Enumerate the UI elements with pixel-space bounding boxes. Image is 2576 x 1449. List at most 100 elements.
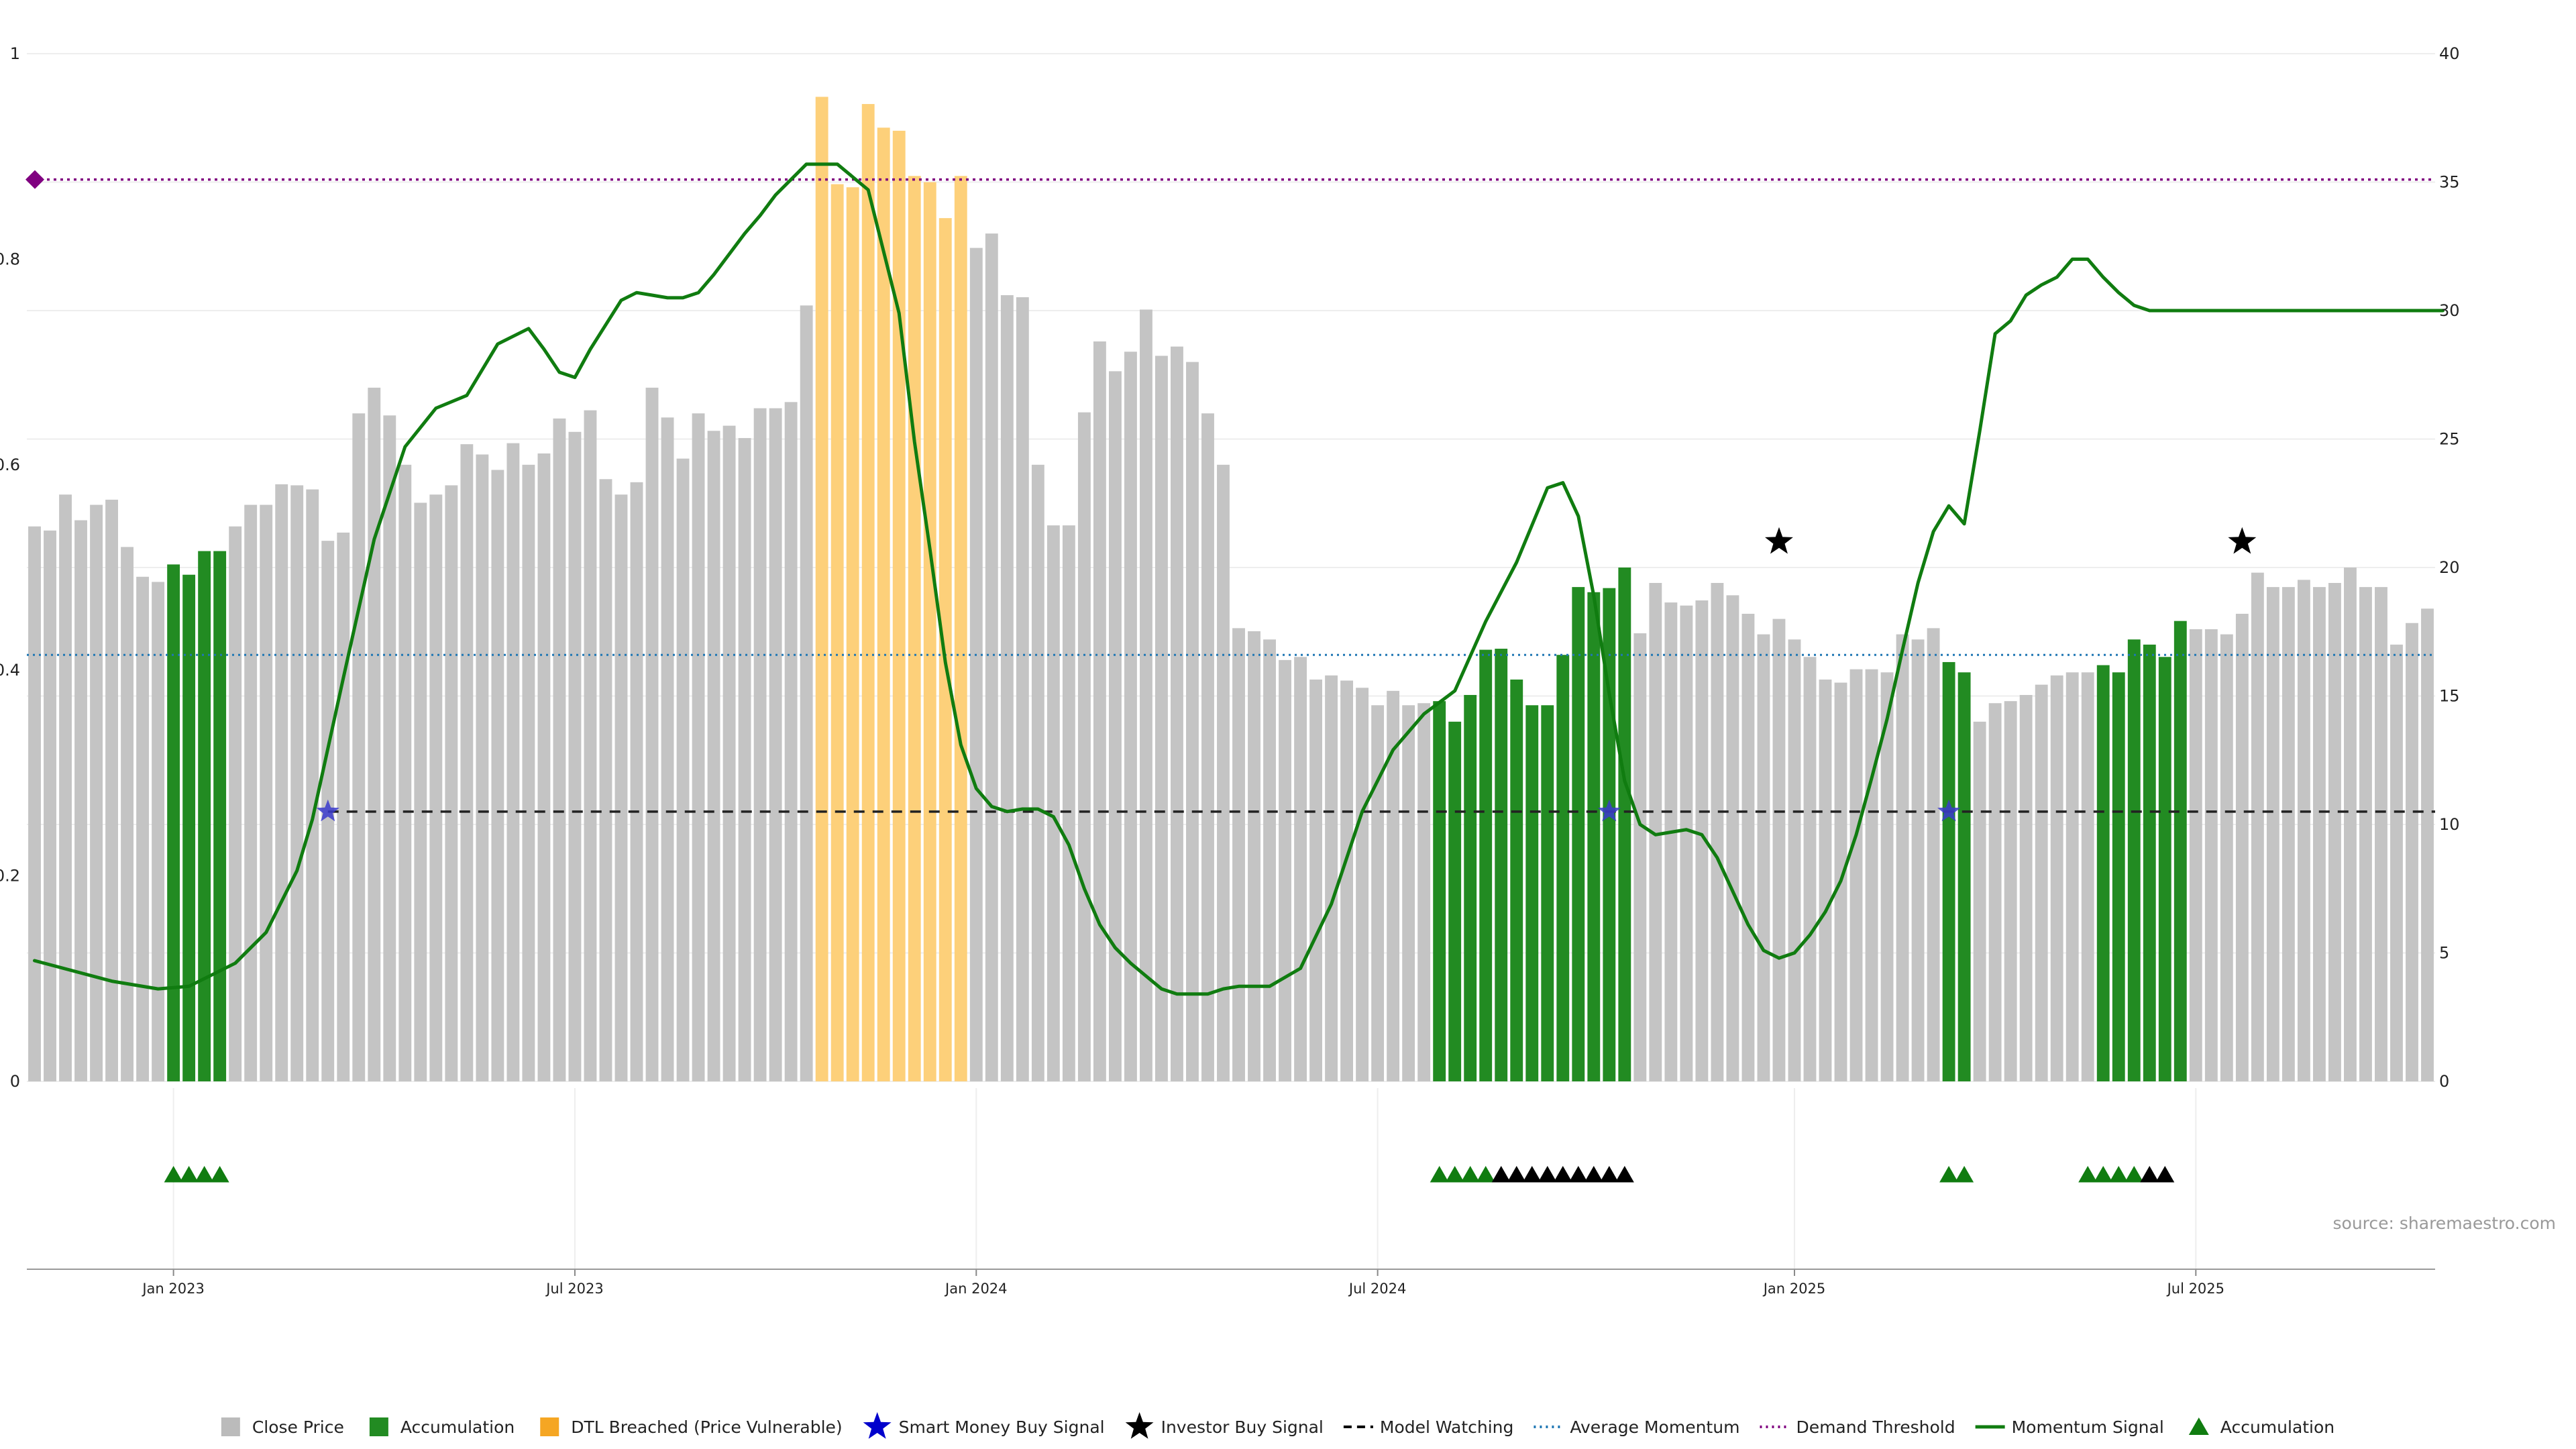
close-price-bar [1695, 600, 1709, 1081]
close-price-bar [630, 482, 643, 1081]
left-tick-label: 1 [10, 44, 20, 63]
close-price-bar [2266, 587, 2279, 1081]
close-price-bar [290, 485, 304, 1081]
black-star-icon [1125, 1412, 1154, 1439]
green-square-icon [369, 1417, 388, 1436]
accumulation-markers [164, 1166, 2175, 1183]
close-price-bar [676, 458, 690, 1081]
close-price-bar [1046, 525, 1060, 1081]
accumulation-triangle [1939, 1166, 1959, 1183]
investor-star [1765, 527, 1793, 554]
close-price-bar [445, 485, 458, 1081]
accumulation-triangle [1955, 1166, 1974, 1183]
accumulation-bar [213, 551, 227, 1081]
close-price-bar [614, 494, 628, 1081]
close-price-bar [1387, 690, 1400, 1081]
close-price-bar [105, 499, 119, 1081]
close-price-bar [2235, 613, 2249, 1081]
momentum-signal-path [33, 162, 2445, 996]
right-tick-label: 20 [2439, 558, 2460, 577]
left-tick-label: 0.4 [0, 661, 20, 680]
close-price-bar [1664, 602, 1678, 1081]
close-price-bar [1880, 672, 1894, 1081]
accumulation-triangle [2078, 1166, 2098, 1183]
close-price-bar [1000, 295, 1014, 1081]
close-price-bar [2359, 587, 2372, 1081]
close-price-bar [1911, 639, 1925, 1081]
legend-label: Smart Money Buy Signal [899, 1417, 1105, 1437]
close-price-bar [784, 402, 798, 1081]
accumulation-bar [2096, 665, 2110, 1081]
close-price-bar [2065, 672, 2079, 1081]
legend-label: Accumulation [400, 1417, 515, 1437]
close-price-bar [1417, 703, 1431, 1081]
x-tick-label: Jan 2023 [141, 1281, 205, 1297]
close-price-bar [352, 413, 366, 1081]
close-price-bar [429, 494, 443, 1081]
accumulation-bar [1525, 705, 1539, 1081]
close-price-bar [1865, 669, 1878, 1081]
dtl-breached-bar [954, 176, 967, 1082]
close-price-bar [2312, 587, 2326, 1081]
close-price-bar [1171, 346, 1183, 1081]
accumulation-triangle [1507, 1166, 1526, 1183]
right-tick-label: 10 [2439, 815, 2460, 834]
close-price-bar [491, 470, 504, 1081]
close-price-bar [584, 410, 597, 1081]
legend-label: Momentum Signal [2012, 1417, 2164, 1437]
close-price-bar [800, 305, 813, 1082]
close-price-bar [1031, 464, 1044, 1081]
close-price-bar [2204, 629, 2218, 1081]
accumulation-bar [2143, 644, 2156, 1081]
close-price-bar [753, 408, 767, 1081]
close-price-bar [722, 425, 736, 1081]
accumulation-bar [1433, 701, 1446, 1081]
close-price-bar [522, 464, 535, 1081]
close-price-bar [707, 431, 720, 1081]
smart-money-star [1937, 799, 1961, 822]
close-price-bar [1201, 413, 1214, 1081]
accumulation-triangle [1584, 1166, 1603, 1183]
accumulation-bar [1572, 587, 1585, 1081]
close-price-bar [44, 530, 56, 1081]
buy-signals [316, 527, 2257, 822]
close-price-bar [2081, 672, 2094, 1081]
close-price-bar [1927, 628, 1940, 1081]
close-price-bar [1371, 705, 1385, 1081]
smart-money-star [316, 799, 339, 822]
close-price-bar [1062, 525, 1075, 1081]
right-tick-label: 15 [2439, 687, 2460, 706]
blue-star-icon [863, 1412, 892, 1439]
close-price-bar [1325, 675, 1338, 1081]
x-tick-label: Jul 2024 [1348, 1281, 1406, 1297]
close-price-bar [1155, 356, 1168, 1082]
close-price-bar [1232, 628, 1245, 1081]
accumulation-bar [1957, 672, 1971, 1081]
close-price-bar [1819, 679, 1832, 1081]
close-price-bar [1093, 341, 1106, 1082]
accumulation-triangle [2140, 1166, 2159, 1183]
accumulation-bar [1479, 649, 1493, 1081]
close-price-bar [537, 453, 551, 1081]
close-price-bar [244, 504, 258, 1081]
close-price-bar [1402, 705, 1415, 1081]
close-price-bar [1309, 679, 1323, 1081]
green-triangle-icon [2188, 1417, 2209, 1435]
close-price-bar [2189, 629, 2202, 1081]
close-price-bar [568, 431, 582, 1081]
accumulation-triangle [164, 1166, 183, 1183]
close-price-bar [1973, 721, 1986, 1081]
accumulation-bar [1618, 568, 1631, 1081]
accumulation-bar [2112, 672, 2125, 1081]
close-price-bar [969, 248, 983, 1082]
accumulation-triangle [1445, 1166, 1464, 1183]
dtl-breached-bar [846, 187, 859, 1081]
close-price-bar [275, 484, 288, 1081]
accumulation-bar [198, 551, 211, 1081]
left-tick-label: 0.6 [0, 455, 20, 474]
legend: Close Price Accumulation DTL Breached (Pri… [221, 1412, 2334, 1439]
close-price-bar [2390, 644, 2403, 1081]
close-price-bar [383, 415, 396, 1081]
accumulation-triangle [2094, 1166, 2113, 1183]
x-tick-label: Jul 2023 [545, 1281, 603, 1297]
